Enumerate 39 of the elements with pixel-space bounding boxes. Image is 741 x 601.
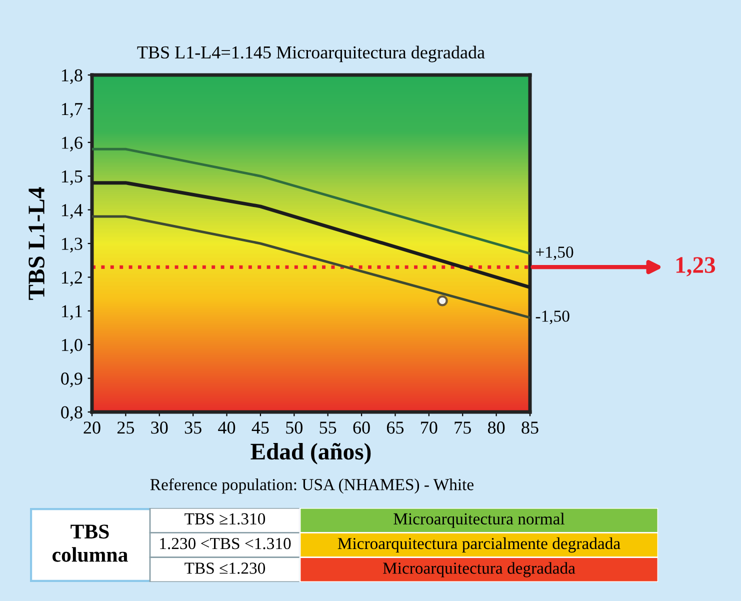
text: 1.230 <TBS <1.310 <box>160 538 291 550</box>
y-tick-label: 1,5 <box>62 170 82 186</box>
y-axis-title: TBS L1-L4 <box>28 187 44 300</box>
ref-line-label: 1,23 <box>676 257 716 276</box>
x-tick-label: 80 <box>488 422 505 434</box>
x-tick-label: 65 <box>386 422 404 434</box>
y-tick-label: 1,0 <box>62 338 82 354</box>
y-tick-label: 1,2 <box>62 272 82 286</box>
x-tick-label: 25 <box>117 422 134 434</box>
y-tick-label: 0,8 <box>61 406 82 422</box>
x-tick-label: 70 <box>421 422 438 434</box>
x-tick-label: 55 <box>320 422 336 434</box>
y-tick-label: 1,1 <box>62 305 82 320</box>
chart-title: TBS L1-L4=1.145 Microarquitectura degradada <box>137 46 485 62</box>
x-tick-label: 30 <box>151 422 168 434</box>
text: Microarquitectura degradada <box>383 562 576 578</box>
text: Microarquitectura parcialmente degradada <box>338 537 620 553</box>
y-tick-label: 1,4 <box>62 204 83 219</box>
series-label: -1,50 <box>536 310 570 324</box>
x-tick-label: 45 <box>252 422 269 434</box>
series-label: +1,50 <box>536 246 574 260</box>
x-axis-title: Edad (años) <box>250 442 371 464</box>
x-tick-label: 20 <box>84 422 100 434</box>
y-tick-label: 0,9 <box>61 372 82 388</box>
text: Reference population: USA (NHAMES) - White <box>150 478 474 494</box>
x-tick-label: 60 <box>353 422 370 434</box>
x-tick-label: 35 <box>184 422 202 434</box>
text: Microarquitectura normal <box>394 512 565 528</box>
y-tick-label: 1,3 <box>62 238 82 253</box>
x-tick-label: 40 <box>218 422 236 434</box>
text: TBS columna <box>52 524 128 562</box>
x-tick-label: 50 <box>286 422 302 434</box>
y-tick-label: 1,6 <box>62 136 82 152</box>
text: TBS ≤1.230 <box>184 562 266 574</box>
y-tick-label: 1,7 <box>62 103 82 118</box>
x-tick-label: 75 <box>454 422 471 434</box>
y-tick-label: 1,8 <box>62 69 82 84</box>
x-tick-label: 85 <box>522 422 538 434</box>
text: TBS ≥1.310 <box>184 513 266 525</box>
